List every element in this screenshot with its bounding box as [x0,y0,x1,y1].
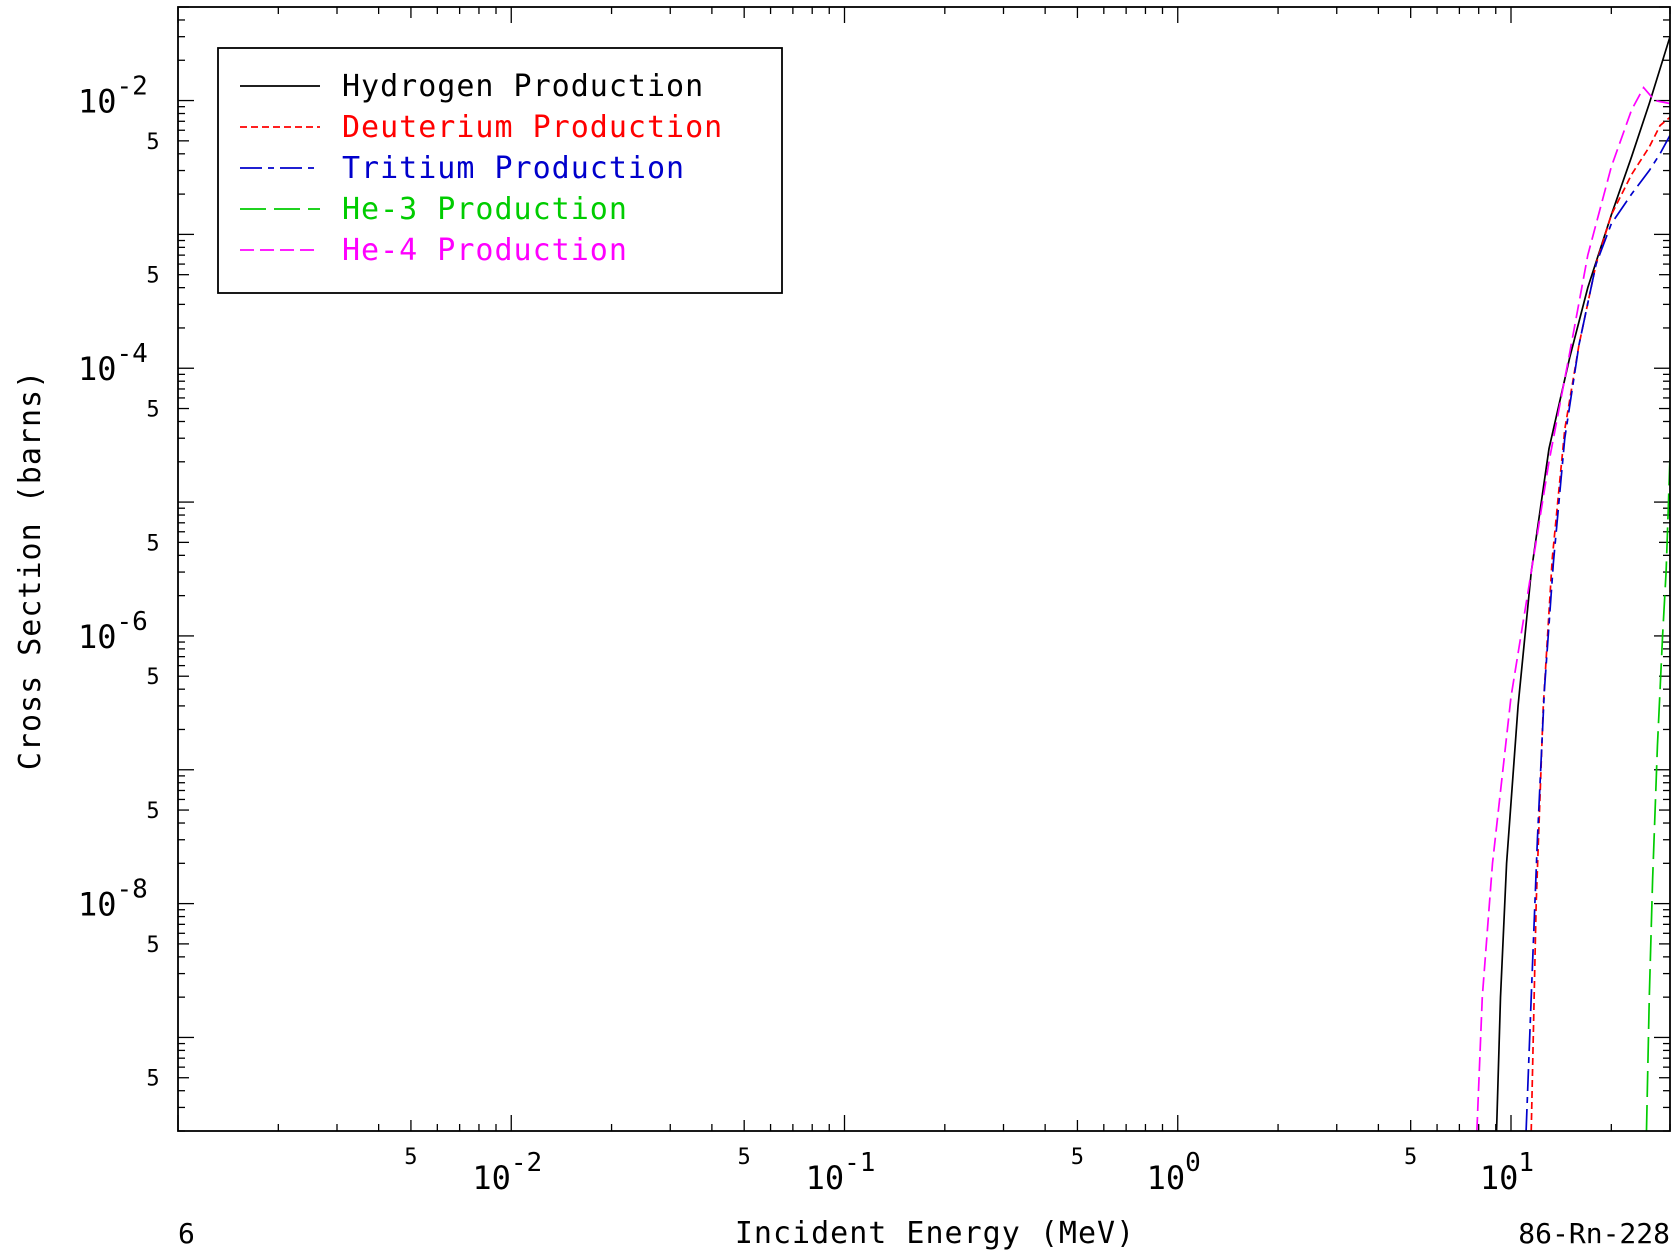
series-line-hydrogen-production [1495,36,1670,1131]
y-minor-tick-label: 5 [146,130,159,155]
series-line-he-3-production [1645,456,1670,1131]
x-minor-tick-label: 5 [738,1145,751,1170]
legend-box [217,47,783,294]
series-line-tritium-production [1525,134,1670,1131]
x-tick-label: 10-2 [472,1148,542,1197]
legend-entry-label: He-3 Production [342,192,628,227]
y-tick-label: 10-2 [78,72,148,121]
y-tick-label: 10-4 [78,339,148,388]
x-minor-tick-label: 5 [404,1145,417,1170]
legend-entry-label: He-4 Production [342,233,628,268]
x-axis-title: Incident Energy (MeV) [735,1216,1135,1251]
y-minor-tick-label: 5 [146,933,159,958]
x-tick-label: 100 [1147,1148,1201,1197]
y-tick-label: 10-8 [78,875,148,924]
series-line-he-4-production [1476,86,1670,1131]
legend-entry-label: Tritium Production [342,151,685,186]
footer-right-label: 86-Rn-228 [1518,1217,1670,1250]
x-minor-tick-label: 5 [1404,1145,1417,1170]
x-minor-tick-label: 5 [1071,1145,1084,1170]
series-layer [1476,36,1670,1131]
plot-frame [177,6,1671,1132]
y-minor-tick-label: 5 [146,531,159,556]
y-tick-label: 10-6 [78,607,148,656]
y-axis-title: Cross Section (barns) [13,370,48,770]
y-minor-tick-label: 5 [146,799,159,824]
tick-labels: 10-2 10-1 100 101 5 5 5 5 10-2 10-4 10-6 10-8 5 5 5 5 5 5… [78,72,1534,1197]
legend: Hydrogen Production Deuterium Production T… [217,47,783,294]
y-minor-tick-label: 5 [146,264,159,289]
legend-entry-label: Deuterium Production [342,110,723,145]
x-tick-label: 10-1 [806,1148,876,1197]
y-minor-tick-label: 5 [146,1067,159,1092]
x-tick-label: 101 [1480,1148,1534,1197]
y-minor-tick-label: 5 [146,665,159,690]
footer-left-label: 6 [178,1217,195,1250]
axis-ticks [177,6,1671,1132]
y-minor-tick-label: 5 [146,398,159,423]
legend-entry-label: Hydrogen Production [342,69,704,104]
